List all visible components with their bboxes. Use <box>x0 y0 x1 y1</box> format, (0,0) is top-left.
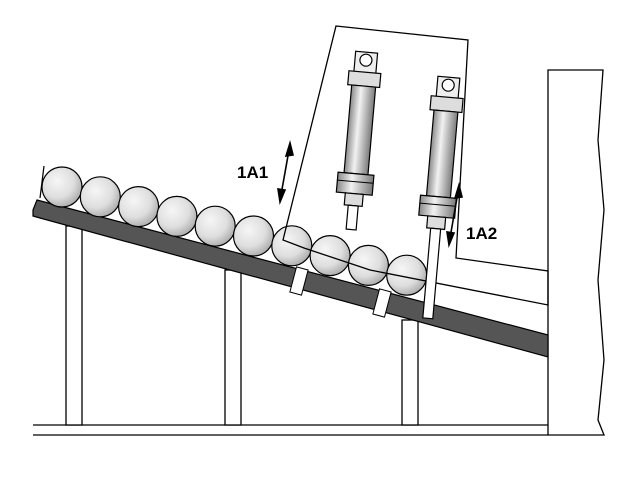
roller-3 <box>118 186 160 228</box>
inclined-rail <box>32 199 549 358</box>
cylinder-1a2-rod-collar <box>426 215 447 231</box>
workpiece-rollers <box>41 166 428 296</box>
wall <box>547 69 605 436</box>
roller-1 <box>41 166 83 208</box>
label-1a1: 1A1 <box>237 163 268 182</box>
cylinder-1a1 <box>335 50 382 231</box>
roller-5 <box>194 205 236 247</box>
roller-2 <box>79 176 121 218</box>
roller-6 <box>232 215 275 257</box>
cylinder-1a2-barrel <box>425 109 459 199</box>
floor-lines <box>33 424 548 436</box>
roller-9 <box>347 244 389 286</box>
cylinder-1a1-head <box>335 171 375 196</box>
cylinder-1a1-barrel <box>343 84 377 176</box>
support-legs <box>65 225 419 426</box>
cylinder-1a2-head <box>418 194 458 219</box>
cylinder-1a1-rod <box>345 204 359 231</box>
stop-slot-2 <box>372 288 392 318</box>
stop-slot-1 <box>289 266 309 296</box>
cylinder-1a1-rod-collar <box>343 192 364 208</box>
cylinder-1a2-rod <box>422 227 442 320</box>
support-leg-1 <box>65 225 83 426</box>
arrow-1a1 <box>277 140 294 205</box>
roller-10 <box>386 254 428 296</box>
support-leg-2 <box>224 269 242 426</box>
roller-4 <box>156 195 198 237</box>
roller-8 <box>309 235 351 277</box>
arrow-1a2 <box>446 182 463 248</box>
label-1a2: 1A2 <box>466 224 497 243</box>
magazine-guide <box>39 165 45 199</box>
cylinder-1a2 <box>418 75 464 320</box>
roller-7 <box>271 225 313 267</box>
support-leg-3 <box>401 319 419 426</box>
mounting-plate <box>282 25 549 306</box>
